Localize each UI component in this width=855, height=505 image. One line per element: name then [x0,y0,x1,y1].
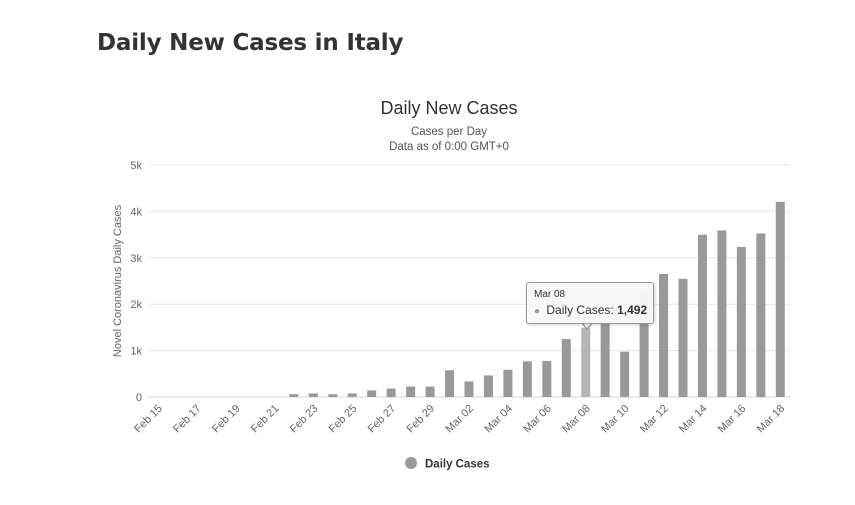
tooltip-value: 1,492 [617,303,648,317]
x-tick-label: Feb 29 [405,403,438,436]
x-tick-label: Feb 21 [249,403,282,436]
bar[interactable] [697,234,707,397]
bar[interactable] [503,369,513,397]
bar[interactable] [581,327,591,397]
bar[interactable] [775,201,785,397]
bar[interactable] [717,230,727,397]
x-tick-label: Feb 25 [327,403,360,436]
tooltip-series-dot: ● [534,306,541,317]
tooltip-arrow-inner [581,321,593,328]
bar[interactable] [561,339,571,397]
bar[interactable] [736,246,746,397]
bar[interactable] [522,361,532,397]
tooltip: Mar 08 ● Daily Cases: 1,492 [526,282,654,324]
x-tick-label: Mar 18 [755,403,788,436]
bar[interactable] [406,386,416,397]
bar[interactable] [445,370,455,397]
bar[interactable] [639,289,649,397]
chart-title: Daily New Cases [380,98,517,118]
x-tick-label: Mar 16 [716,403,749,436]
chart-subtitle-line-1: Cases per Day [411,126,487,138]
legend[interactable]: Daily Cases [405,457,490,471]
x-tick-labels: Feb 15 Feb 17 Feb 19 Feb 21 Feb 23 Feb 25 Feb … [132,403,787,436]
bar[interactable] [425,386,435,397]
y-tick-label: 2k [130,299,142,311]
tooltip-series-label: Daily Cases: [546,303,614,317]
bars [289,201,785,397]
y-tick-label: 4k [130,206,142,218]
chart-subtitle-line-2: Data as of 0:00 GMT+0 [389,141,509,153]
bar[interactable] [620,351,630,397]
bar[interactable] [464,381,474,397]
x-tick-label: Mar 12 [638,403,671,436]
y-axis-label: Novel Coronavirus Daily Cases [112,204,124,357]
x-tick-label: Mar 02 [443,403,476,436]
tooltip-date: Mar 08 [534,289,566,300]
bar[interactable] [328,394,338,397]
x-tick-label: Mar 10 [599,403,632,436]
x-tick-label: Feb 17 [171,403,204,436]
legend-marker [405,457,417,469]
x-tick-label: Mar 06 [521,403,554,436]
x-tick-label: Feb 15 [132,403,165,436]
y-tick-label: 0 [136,392,142,404]
x-tick-label: Mar 04 [482,403,515,436]
bar[interactable] [678,278,688,397]
page-heading: Daily New Cases in Italy [97,30,404,56]
x-tick-label: Mar 14 [677,403,710,436]
y-tick-label: 1k [130,346,142,358]
bar[interactable] [289,394,299,397]
y-tick-label: 3k [130,253,142,265]
grid-lines [148,164,790,398]
x-tick-label: Feb 27 [366,403,399,436]
x-tick-label: Mar 08 [560,403,593,436]
x-tick-label: Feb 23 [288,403,321,436]
bar[interactable] [483,375,493,397]
bar[interactable] [367,390,377,397]
bar[interactable] [542,360,552,397]
bar[interactable] [308,393,318,397]
tooltip-row: ● Daily Cases: 1,492 [534,303,647,317]
legend-label: Daily Cases [425,459,490,471]
bar[interactable] [600,313,610,397]
bar[interactable] [347,393,357,397]
bar[interactable] [659,273,669,397]
bar[interactable] [386,388,396,397]
y-tick-labels: 0 1k 2k 3k 4k 5k [130,160,142,404]
y-tick-label: 5k [130,160,142,172]
x-tick-label: Feb 19 [210,403,243,436]
bar[interactable] [756,233,766,397]
